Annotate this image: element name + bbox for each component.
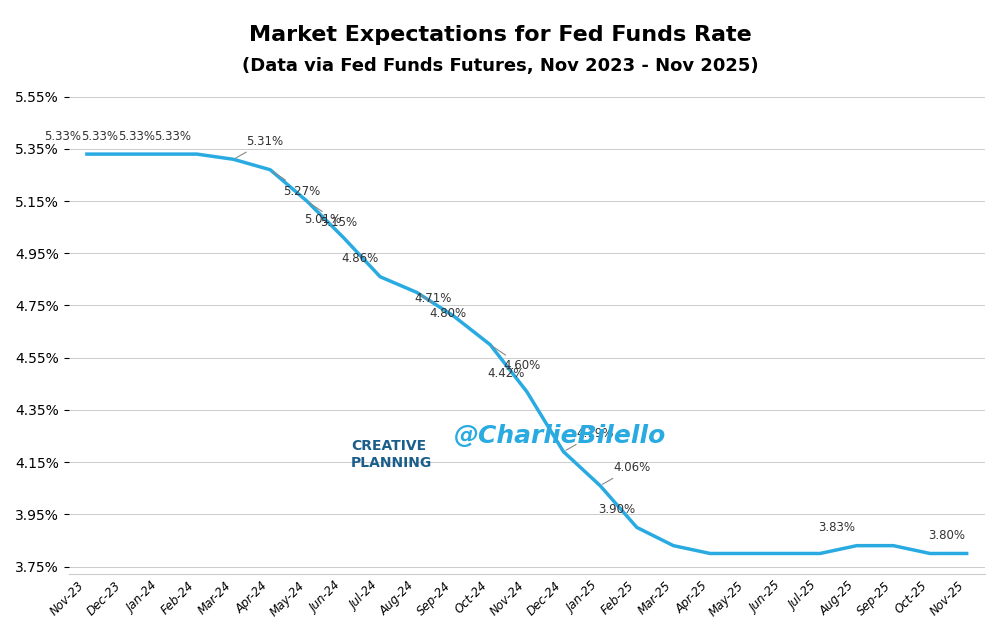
Text: 4.60%: 4.60% <box>492 346 540 372</box>
Text: 3.80%: 3.80% <box>928 529 965 542</box>
Text: (Data via Fed Funds Futures, Nov 2023 - Nov 2025): (Data via Fed Funds Futures, Nov 2023 - … <box>242 57 758 75</box>
Text: 4.86%: 4.86% <box>341 252 378 266</box>
Text: 4.06%: 4.06% <box>603 462 650 484</box>
Text: Market Expectations for Fed Funds Rate: Market Expectations for Fed Funds Rate <box>249 25 751 46</box>
Text: 5.27%: 5.27% <box>273 171 320 198</box>
Text: 4.19%: 4.19% <box>566 427 614 450</box>
Text: 5.33%: 5.33% <box>44 130 81 143</box>
Text: @CharlieBilello: @CharlieBilello <box>453 424 666 448</box>
Text: 5.01%: 5.01% <box>305 213 342 226</box>
Text: 4.42%: 4.42% <box>488 367 525 380</box>
Text: 5.15%: 5.15% <box>309 203 357 229</box>
Text: 5.33%: 5.33% <box>118 130 155 143</box>
Text: 4.80%: 4.80% <box>419 294 467 320</box>
Text: 3.90%: 3.90% <box>598 503 635 516</box>
Text: 5.31%: 5.31% <box>236 135 284 158</box>
Text: 5.33%: 5.33% <box>81 130 118 143</box>
Text: 3.83%: 3.83% <box>818 521 855 534</box>
Text: 5.33%: 5.33% <box>154 130 191 143</box>
Text: CREATIVE
PLANNING: CREATIVE PLANNING <box>351 439 432 470</box>
Text: 4.71%: 4.71% <box>414 292 452 304</box>
